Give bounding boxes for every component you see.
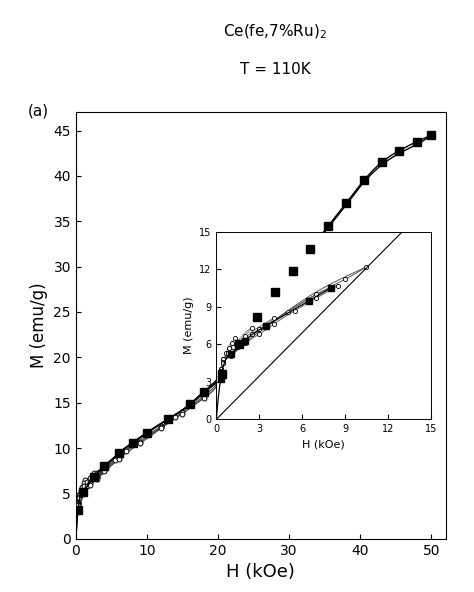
X-axis label: H (kOe): H (kOe) (226, 563, 295, 581)
Text: (a): (a) (28, 104, 49, 119)
Text: T = 110K: T = 110K (239, 62, 310, 77)
Y-axis label: M (emu/g): M (emu/g) (30, 283, 48, 368)
Text: Ce(fe,7%Ru)$_2$: Ce(fe,7%Ru)$_2$ (223, 23, 327, 41)
